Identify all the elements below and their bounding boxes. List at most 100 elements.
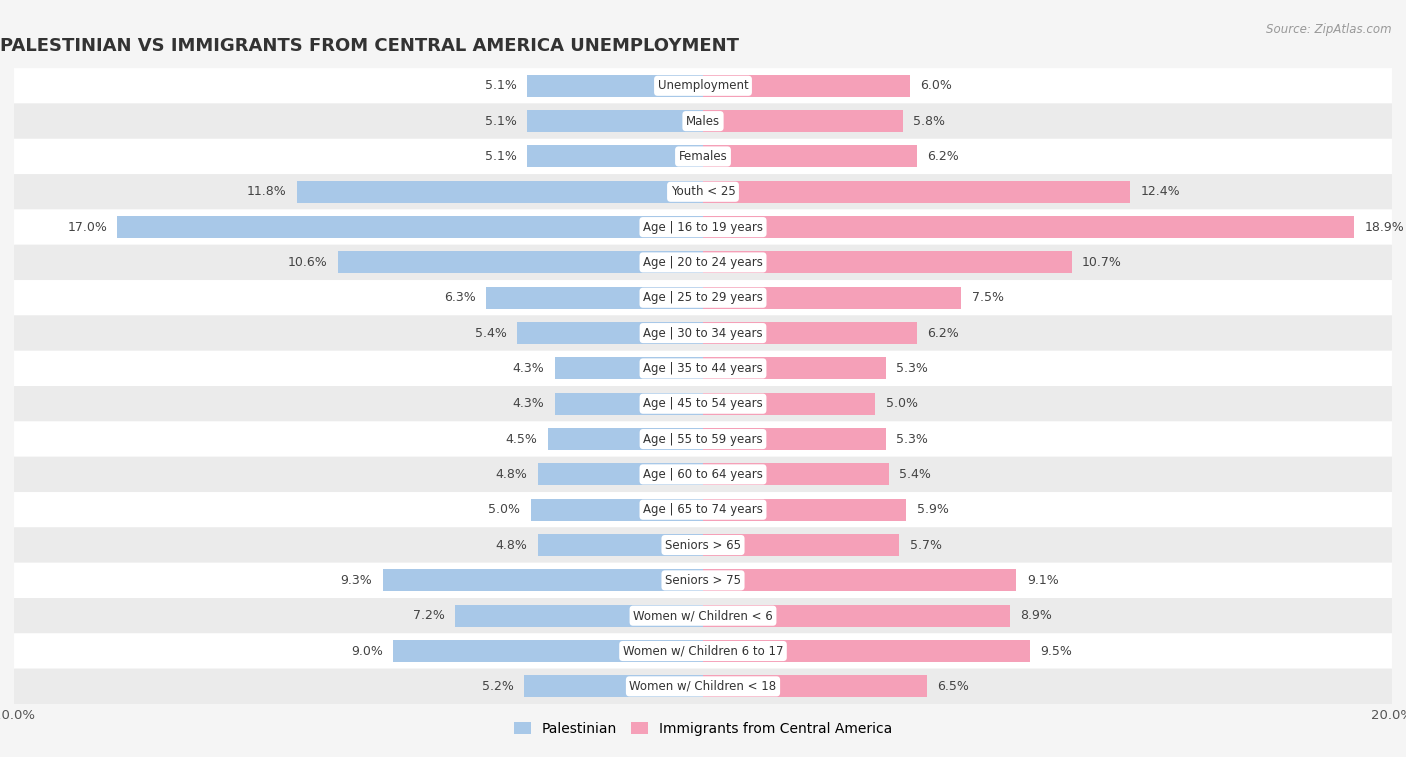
Text: Age | 55 to 59 years: Age | 55 to 59 years: [643, 432, 763, 446]
Text: Unemployment: Unemployment: [658, 79, 748, 92]
Bar: [392, 640, 703, 662]
FancyBboxPatch shape: [14, 245, 1392, 280]
Text: 5.1%: 5.1%: [485, 150, 517, 163]
Bar: [703, 428, 886, 450]
Text: 6.2%: 6.2%: [927, 326, 959, 340]
Text: 9.3%: 9.3%: [340, 574, 373, 587]
Bar: [703, 499, 907, 521]
FancyBboxPatch shape: [14, 210, 1392, 245]
Text: 9.1%: 9.1%: [1026, 574, 1059, 587]
Text: 5.7%: 5.7%: [910, 538, 942, 552]
Text: 5.4%: 5.4%: [475, 326, 506, 340]
Text: 5.0%: 5.0%: [886, 397, 918, 410]
Text: 12.4%: 12.4%: [1140, 185, 1180, 198]
Bar: [486, 287, 703, 309]
Text: Age | 60 to 64 years: Age | 60 to 64 years: [643, 468, 763, 481]
Bar: [703, 181, 1130, 203]
Text: Women w/ Children < 18: Women w/ Children < 18: [630, 680, 776, 693]
Text: 8.9%: 8.9%: [1019, 609, 1052, 622]
Bar: [117, 217, 703, 238]
FancyBboxPatch shape: [14, 350, 1392, 386]
Bar: [548, 428, 703, 450]
Text: Females: Females: [679, 150, 727, 163]
FancyBboxPatch shape: [14, 104, 1392, 139]
Bar: [703, 111, 903, 132]
Text: 9.5%: 9.5%: [1040, 644, 1073, 658]
FancyBboxPatch shape: [14, 174, 1392, 210]
FancyBboxPatch shape: [14, 280, 1392, 316]
Text: 10.7%: 10.7%: [1083, 256, 1122, 269]
Bar: [703, 217, 1354, 238]
Bar: [456, 605, 703, 627]
Text: 5.4%: 5.4%: [900, 468, 931, 481]
Text: 17.0%: 17.0%: [67, 220, 107, 234]
Bar: [555, 357, 703, 379]
Bar: [703, 605, 1010, 627]
FancyBboxPatch shape: [14, 598, 1392, 634]
FancyBboxPatch shape: [14, 492, 1392, 528]
Bar: [555, 393, 703, 415]
FancyBboxPatch shape: [14, 422, 1392, 456]
Text: 4.5%: 4.5%: [506, 432, 537, 446]
FancyBboxPatch shape: [14, 528, 1392, 562]
Text: 4.8%: 4.8%: [495, 468, 527, 481]
FancyBboxPatch shape: [14, 139, 1392, 174]
Bar: [703, 640, 1031, 662]
Text: Age | 30 to 34 years: Age | 30 to 34 years: [643, 326, 763, 340]
Text: 5.1%: 5.1%: [485, 114, 517, 128]
FancyBboxPatch shape: [14, 562, 1392, 598]
Text: Age | 20 to 24 years: Age | 20 to 24 years: [643, 256, 763, 269]
Text: 5.2%: 5.2%: [482, 680, 513, 693]
Bar: [524, 675, 703, 697]
Text: 5.3%: 5.3%: [896, 432, 928, 446]
Bar: [703, 393, 875, 415]
Text: Males: Males: [686, 114, 720, 128]
Bar: [703, 287, 962, 309]
Text: 7.5%: 7.5%: [972, 291, 1004, 304]
Bar: [703, 569, 1017, 591]
Text: Seniors > 65: Seniors > 65: [665, 538, 741, 552]
Text: Age | 65 to 74 years: Age | 65 to 74 years: [643, 503, 763, 516]
Text: 4.3%: 4.3%: [513, 397, 544, 410]
Text: 6.5%: 6.5%: [938, 680, 969, 693]
Text: 5.1%: 5.1%: [485, 79, 517, 92]
Text: 11.8%: 11.8%: [246, 185, 287, 198]
Bar: [703, 75, 910, 97]
Text: 4.3%: 4.3%: [513, 362, 544, 375]
Bar: [527, 145, 703, 167]
Legend: Palestinian, Immigrants from Central America: Palestinian, Immigrants from Central Ame…: [509, 716, 897, 742]
Text: 6.2%: 6.2%: [927, 150, 959, 163]
Bar: [527, 111, 703, 132]
Text: 4.8%: 4.8%: [495, 538, 527, 552]
Text: 5.8%: 5.8%: [912, 114, 945, 128]
Bar: [703, 322, 917, 344]
Text: 5.3%: 5.3%: [896, 362, 928, 375]
Bar: [337, 251, 703, 273]
Text: Age | 16 to 19 years: Age | 16 to 19 years: [643, 220, 763, 234]
Bar: [703, 145, 917, 167]
FancyBboxPatch shape: [14, 386, 1392, 422]
Bar: [527, 75, 703, 97]
Text: 7.2%: 7.2%: [413, 609, 444, 622]
FancyBboxPatch shape: [14, 316, 1392, 350]
Bar: [703, 463, 889, 485]
Bar: [517, 322, 703, 344]
Bar: [537, 534, 703, 556]
Bar: [703, 534, 900, 556]
FancyBboxPatch shape: [14, 68, 1392, 104]
Text: 9.0%: 9.0%: [350, 644, 382, 658]
FancyBboxPatch shape: [14, 634, 1392, 668]
Text: PALESTINIAN VS IMMIGRANTS FROM CENTRAL AMERICA UNEMPLOYMENT: PALESTINIAN VS IMMIGRANTS FROM CENTRAL A…: [0, 37, 740, 55]
Text: Age | 25 to 29 years: Age | 25 to 29 years: [643, 291, 763, 304]
Text: Seniors > 75: Seniors > 75: [665, 574, 741, 587]
Bar: [297, 181, 703, 203]
Text: 6.0%: 6.0%: [920, 79, 952, 92]
Text: Women w/ Children < 6: Women w/ Children < 6: [633, 609, 773, 622]
Bar: [537, 463, 703, 485]
Text: Age | 35 to 44 years: Age | 35 to 44 years: [643, 362, 763, 375]
Bar: [703, 675, 927, 697]
Bar: [703, 357, 886, 379]
Text: 5.0%: 5.0%: [488, 503, 520, 516]
Text: 5.9%: 5.9%: [917, 503, 949, 516]
Text: Source: ZipAtlas.com: Source: ZipAtlas.com: [1267, 23, 1392, 36]
